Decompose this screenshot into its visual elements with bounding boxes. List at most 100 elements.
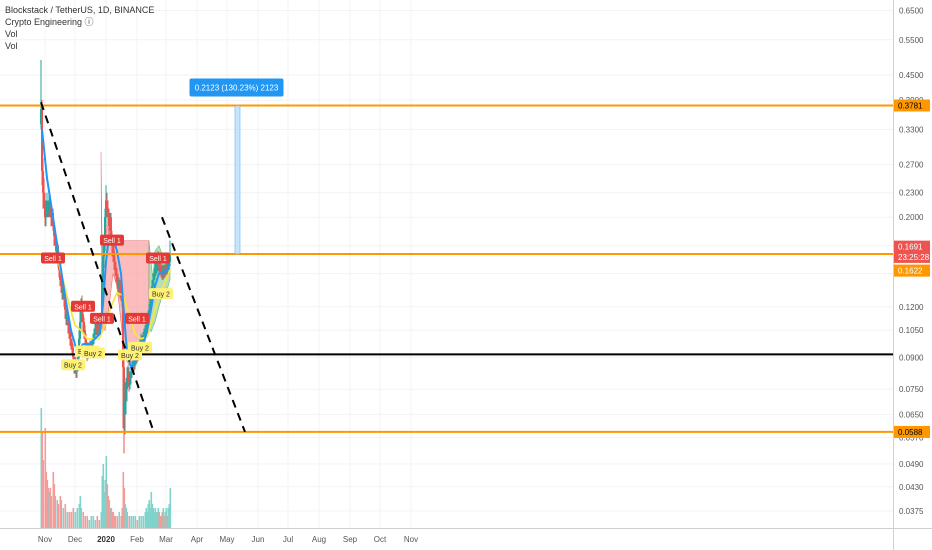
measure-tool[interactable]: 0.2123 (130.23%) 2123: [189, 78, 284, 255]
indicator-crypto-engineering[interactable]: Crypto Engineering ⓘ: [5, 17, 94, 27]
price-tag-text: 0.1622: [898, 267, 923, 276]
time-axis[interactable]: Nov Dec 2020 Feb Mar Apr May Jun Jul Aug Sep Oct Nov: [38, 535, 418, 544]
yellow-ma-line: [56, 256, 171, 340]
sell-signal: Sell 1: [146, 252, 170, 264]
symbol-title[interactable]: Blockstack / TetherUS, 1D, BINANCE: [5, 5, 155, 15]
candle-body: [71, 342, 73, 348]
indicator-vol-2[interactable]: Vol: [5, 41, 18, 51]
volume-bar: [48, 492, 51, 528]
volume-bar: [164, 512, 167, 528]
volume-bar: [149, 508, 152, 528]
candle-body: [112, 245, 114, 251]
volume-bar: [150, 492, 153, 528]
candle-body: [42, 171, 44, 193]
price-tick-label: 0.6500: [899, 6, 924, 15]
time-tick-label: Nov: [404, 535, 418, 544]
candle-body: [110, 217, 112, 236]
candle-body: [49, 200, 51, 209]
sell-signal: Sell 1: [100, 234, 124, 246]
volume-bar: [53, 484, 56, 528]
signal-badge: [125, 312, 149, 324]
candle-body: [101, 279, 103, 319]
candle-body: [144, 330, 146, 334]
candle-body: [41, 109, 43, 172]
candle-body: [143, 333, 145, 338]
volume-bar: [154, 508, 157, 528]
volume-bar: [114, 516, 117, 528]
volume-bar: [52, 472, 55, 528]
volume-bar: [167, 508, 170, 528]
level-price-tag: [894, 99, 930, 112]
price-tick-label: 0.1200: [899, 303, 924, 312]
volume-bar: [130, 516, 133, 528]
volume-bar: [153, 512, 156, 528]
price-tick-label: 0.0375: [899, 507, 924, 516]
measure-range-box: [234, 105, 241, 255]
volume-bar: [155, 512, 158, 528]
price-axis[interactable]: 0.65000.55000.45000.39000.33000.27000.23…: [899, 6, 924, 515]
volume-bar: [132, 516, 135, 528]
volume-bar: [120, 516, 123, 528]
volume-bar: [168, 504, 171, 528]
volume-bar: [125, 508, 128, 528]
volume-bar: [76, 508, 79, 528]
volume-bar: [102, 464, 105, 528]
indicator-vol-1[interactable]: Vol: [5, 29, 18, 39]
time-tick-label: Feb: [130, 535, 144, 544]
volume-bar: [165, 508, 168, 528]
volume-bar: [169, 488, 172, 528]
candle-body: [124, 401, 126, 415]
volume-bar: [138, 516, 141, 528]
trendlines: [40, 102, 246, 433]
volume-bar: [128, 516, 131, 528]
volume-bar: [134, 516, 137, 528]
price-tick-label: 0.0430: [899, 483, 924, 492]
level-price-tag: [894, 425, 930, 438]
signal-label: Buy 2: [131, 345, 149, 352]
candle-body: [104, 217, 106, 246]
candle-body: [120, 290, 122, 293]
candle-body: [154, 270, 156, 274]
volume-bar: [147, 504, 150, 528]
candle-body: [113, 250, 115, 262]
volume-bar: [106, 484, 109, 528]
volume-bar: [80, 508, 83, 528]
sell-signal: Sell 1: [125, 312, 149, 324]
candle-body: [115, 267, 117, 274]
measure-tooltip-box: [189, 78, 284, 97]
volume-bar: [112, 512, 115, 528]
signal-badge: [128, 341, 152, 353]
candle-body: [126, 377, 128, 390]
volume-bar: [79, 496, 82, 528]
candle-body: [153, 273, 155, 280]
volume-bar: [44, 428, 47, 528]
volume-bar: [122, 472, 125, 528]
sell-signal: Sell 1: [71, 300, 95, 312]
volume-bar: [118, 512, 121, 528]
candle-body: [68, 325, 70, 332]
volume-bar: [86, 516, 89, 528]
price-tick-label: 0.2300: [899, 189, 924, 198]
time-tick-label: 2020: [97, 535, 115, 544]
candle-body: [80, 306, 82, 323]
volume-bar: [84, 516, 87, 528]
price-tick-label: 0.2000: [899, 213, 924, 222]
signal-label: Sell 1: [103, 238, 121, 245]
candle-body: [102, 256, 104, 280]
signal-badge: [149, 288, 173, 300]
signal-label: Sell 1: [93, 316, 111, 323]
volume-bar: [62, 508, 65, 528]
volume-bar: [56, 500, 59, 528]
signal-badge: [90, 312, 114, 324]
signal-label: Sell 1: [128, 316, 146, 323]
candle-body: [45, 208, 47, 218]
volume-bar: [159, 516, 162, 528]
price-tick-label: 0.1050: [899, 326, 924, 335]
price-tick-label: 0.2700: [899, 161, 924, 170]
signal-label: Buy 2: [64, 363, 82, 370]
volume-bar: [40, 408, 43, 528]
volume-bar: [57, 504, 60, 528]
dashed-trendline: [161, 216, 246, 433]
